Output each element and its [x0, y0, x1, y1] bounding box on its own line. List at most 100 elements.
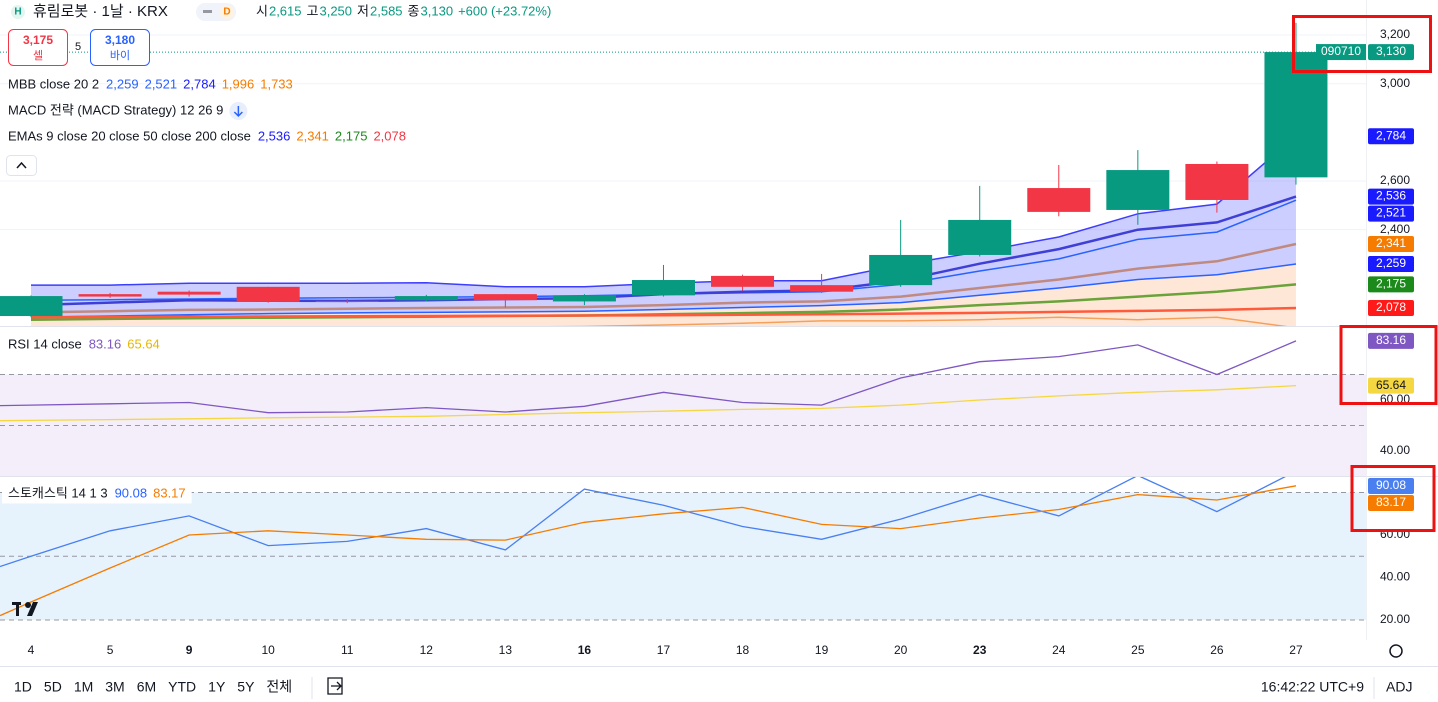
- legend-title: MACD 전략 (MACD Strategy) 12 26 9: [8, 102, 223, 117]
- range-button[interactable]: 1M: [74, 679, 93, 695]
- last-value-bg: [1368, 377, 1414, 394]
- collapse-icon: [16, 161, 27, 169]
- legend-value: 2,521: [145, 76, 178, 91]
- indicator-line: [0, 340, 1297, 414]
- badge-text: H: [14, 7, 21, 18]
- price-label: 2,259: [1376, 256, 1406, 270]
- x-tick-label: 17: [657, 643, 671, 657]
- price-label: 2,175: [1376, 277, 1406, 291]
- range-button[interactable]: 1Y: [208, 679, 226, 695]
- x-tick-label: 10: [262, 643, 276, 657]
- y-tick-label: 20.00: [1380, 612, 1410, 626]
- last-value: 90.08: [1376, 478, 1406, 492]
- legend-value: 2,259: [106, 76, 139, 91]
- x-tick-label: 11: [341, 643, 354, 657]
- band-fill: [31, 263, 1296, 326]
- sell-button[interactable]: [8, 29, 68, 66]
- candle-body: [790, 285, 854, 292]
- highlight-box: [1350, 465, 1436, 532]
- x-tick-label: 12: [420, 643, 434, 657]
- x-tick-label: 20: [894, 643, 908, 657]
- price-label-bg: [1368, 299, 1414, 316]
- delay-dash: [203, 10, 212, 13]
- ohlc-value: 2,585: [370, 3, 403, 18]
- indicator-line: [0, 485, 1297, 617]
- candle-body: [869, 254, 933, 286]
- price-label: 2,521: [1376, 206, 1406, 220]
- range-button[interactable]: 전체: [266, 679, 292, 695]
- settings-icon[interactable]: [1389, 644, 1403, 658]
- badge: [11, 5, 25, 19]
- x-tick-label: 9: [186, 643, 193, 657]
- candle-body: [315, 300, 379, 302]
- band-fill: [31, 136, 1296, 318]
- candle-body: [711, 275, 775, 287]
- adj-button[interactable]: ADJ: [1386, 679, 1412, 695]
- x-tick-label: 25: [1131, 643, 1145, 657]
- indicator-line: [0, 384, 1297, 422]
- clock: 16:42:22 UTC+9: [1261, 679, 1364, 695]
- range-button[interactable]: 3M: [105, 679, 124, 695]
- indicator-line: [30, 306, 1297, 319]
- y-tick-label: 3,200: [1380, 27, 1410, 41]
- change: +600 (+23.72%): [458, 3, 551, 18]
- legend-value: 1,733: [260, 76, 293, 91]
- candle-body: [1027, 188, 1091, 212]
- range-button[interactable]: YTD: [168, 679, 196, 695]
- price-label-bg: [1368, 255, 1414, 272]
- legend-value: 2,341: [296, 128, 329, 143]
- indicator-line: [30, 263, 1297, 318]
- candle-body: [552, 295, 616, 302]
- legend-value: 65.64: [127, 336, 160, 351]
- range-button[interactable]: 1D: [14, 679, 32, 695]
- sell-price: 3,175: [23, 33, 53, 47]
- date-range-icon[interactable]: [327, 677, 343, 695]
- candle-body: [948, 219, 1012, 255]
- legend-value: 90.08: [115, 485, 148, 500]
- x-tick-label: 27: [1289, 643, 1303, 657]
- legend-value: 2,784: [183, 76, 216, 91]
- sell-label: 셀: [33, 49, 43, 62]
- highlight-box: [1339, 325, 1438, 405]
- last-value-bg: [1368, 332, 1414, 349]
- last-price: 3,130: [1376, 44, 1406, 58]
- legend-value: 2,175: [335, 128, 368, 143]
- legend-value: 83.16: [89, 336, 122, 351]
- x-tick-label: 4: [28, 643, 35, 657]
- ohlc-label: 종: [408, 3, 420, 18]
- x-tick-label: 23: [973, 643, 987, 657]
- indicator-line: [544, 316, 1288, 326]
- range-button[interactable]: 5D: [44, 679, 62, 695]
- collapse-button[interactable]: [6, 155, 37, 176]
- y-tick-label: 2,600: [1380, 173, 1410, 187]
- y-tick-label: 40.00: [1380, 443, 1410, 457]
- legend-value: 1,996: [222, 76, 255, 91]
- ohlc-value: 3,250: [319, 3, 352, 18]
- x-tick-label: 18: [736, 643, 750, 657]
- ohlc-value: 2,615: [269, 3, 302, 18]
- price-label: 2,536: [1376, 189, 1406, 203]
- range-button[interactable]: 6M: [137, 679, 156, 695]
- last-value-bg: [1368, 478, 1414, 494]
- price-label: 2,784: [1376, 128, 1406, 142]
- x-tick-label: 16: [578, 643, 592, 657]
- price-label: 2,341: [1376, 236, 1406, 250]
- candle-body: [236, 286, 300, 302]
- candle-body: [157, 291, 221, 295]
- highlight-box: [1292, 15, 1432, 73]
- buy-button[interactable]: [90, 29, 150, 66]
- y-tick-label: 40.00: [1380, 570, 1410, 584]
- delay: D: [223, 7, 230, 18]
- price-label-bg: [1368, 236, 1414, 253]
- delay-badge: [220, 5, 234, 19]
- range-button[interactable]: 5Y: [237, 679, 255, 695]
- y-tick-label: 3,000: [1380, 76, 1410, 90]
- x-tick-label: 26: [1210, 643, 1224, 657]
- buy-label: 바이: [110, 49, 130, 62]
- candle-body: [631, 280, 695, 296]
- legend-title: EMAs 9 close 20 close 50 close 200 close: [8, 128, 251, 143]
- candle-body: [1106, 170, 1170, 210]
- symbol[interactable]: 휴림로봇 · 1날 · KRX: [33, 3, 168, 20]
- legend-bg: [2, 482, 192, 504]
